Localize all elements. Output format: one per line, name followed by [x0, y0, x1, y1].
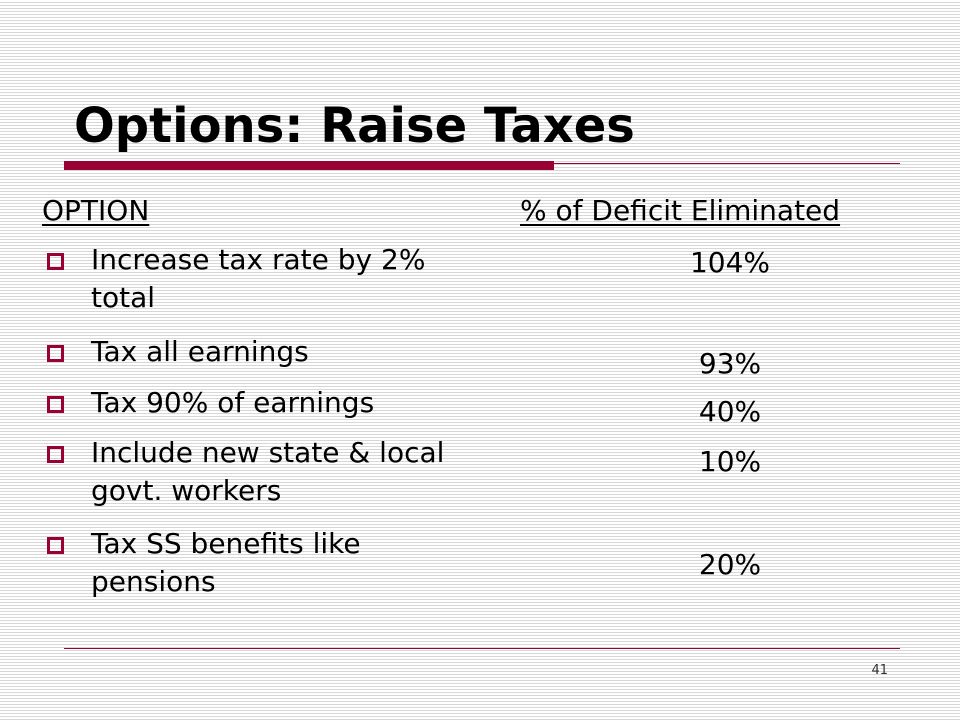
- percent-value: 10%: [698, 445, 762, 478]
- option-item-tax-90-percent: Tax 90% of earnings: [42, 384, 462, 422]
- option-item-increase-rate: Increase tax rate by 2% total: [42, 241, 462, 317]
- option-column-header: OPTION: [42, 194, 150, 227]
- option-text: Tax all earnings: [91, 335, 309, 368]
- hollow-square-bullet-icon: [47, 396, 64, 413]
- option-item-tax-ss-benefits: Tax SS benefits like pensions: [42, 525, 462, 601]
- hollow-square-bullet-icon: [47, 537, 64, 554]
- footer-divider: [64, 648, 900, 649]
- option-item-new-workers: Include new state & local govt. workers: [42, 434, 462, 510]
- hollow-square-bullet-icon: [47, 345, 64, 362]
- slide-title: Options: Raise Taxes: [74, 98, 635, 154]
- title-accent-bar: [64, 161, 554, 170]
- percent-value: 40%: [698, 395, 762, 428]
- option-item-tax-all-earnings: Tax all earnings: [42, 333, 462, 371]
- option-text: Tax 90% of earnings: [91, 386, 375, 419]
- title-accent-line: [554, 163, 900, 164]
- hollow-square-bullet-icon: [47, 446, 64, 463]
- percent-column-header: % of Deficit Eliminated: [520, 194, 841, 227]
- percent-value: 20%: [698, 548, 762, 581]
- option-text: Include new state & local govt. workers: [91, 436, 445, 507]
- percent-value: 93%: [698, 347, 762, 380]
- hollow-square-bullet-icon: [47, 253, 64, 270]
- percent-value: 104%: [689, 246, 771, 279]
- option-text: Increase tax rate by 2% total: [91, 243, 426, 314]
- page-number: 41: [871, 663, 888, 678]
- option-text: Tax SS benefits like pensions: [91, 527, 361, 598]
